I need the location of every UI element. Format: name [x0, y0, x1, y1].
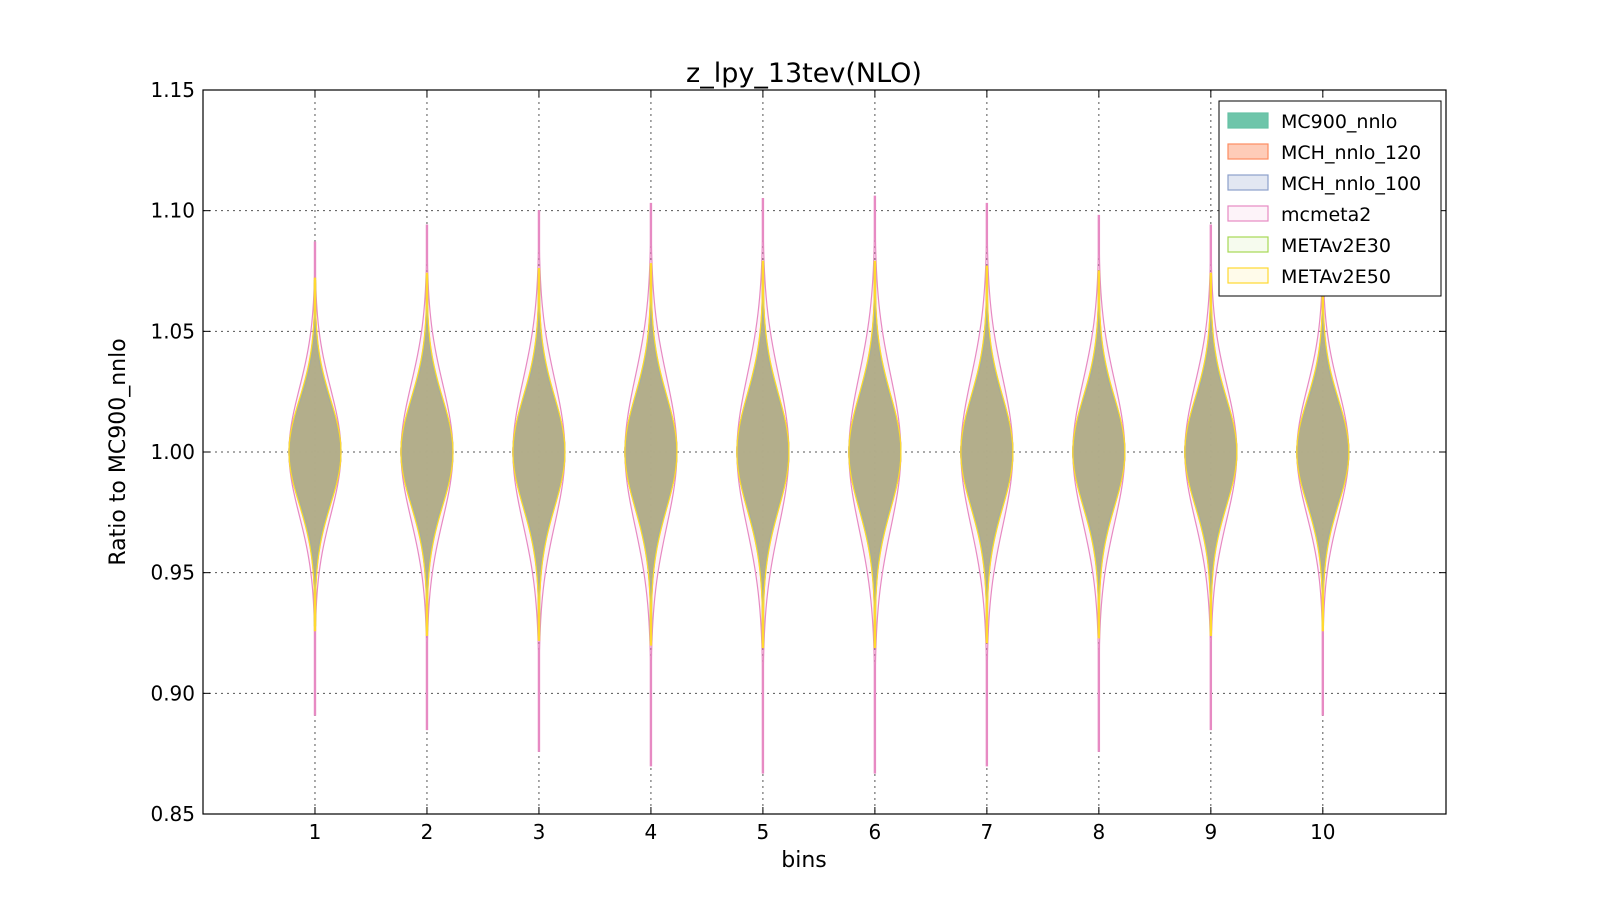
- x-tick-label: 5: [757, 820, 770, 844]
- y-tick-label: 1.10: [150, 199, 195, 223]
- violin-body: [848, 195, 902, 774]
- legend-swatch: [1227, 205, 1269, 222]
- x-tick-label: 8: [1092, 820, 1105, 844]
- violin-body: [848, 260, 902, 649]
- violin-body: [1072, 214, 1126, 752]
- violin-layer: [288, 195, 1350, 774]
- tick-layer: 0.85 0.90 0.95 1.00 1.05 1.10 1.15 1 2 3 4 5 6 7 8 9 10: [150, 78, 1446, 844]
- x-tick-label: 7: [981, 820, 994, 844]
- legend-label: mcmeta2: [1281, 204, 1371, 226]
- legend-swatch: [1227, 174, 1269, 191]
- series-mch-nnlo-100: [288, 270, 1350, 634]
- violin-body: [960, 265, 1014, 644]
- y-tick-label: 1.00: [150, 440, 195, 464]
- violin-body: [288, 241, 342, 716]
- x-tick-label: 10: [1310, 820, 1335, 844]
- y-tick-label: 0.85: [150, 802, 195, 826]
- violin-body: [512, 210, 566, 752]
- violin-body: [400, 224, 454, 731]
- legend-swatch: [1227, 143, 1269, 160]
- legend-swatch: [1227, 112, 1269, 129]
- y-tick-label: 0.90: [150, 681, 195, 705]
- y-tick-label: 0.95: [150, 561, 195, 585]
- y-tick-label: 1.05: [150, 319, 195, 343]
- violin-body: [1184, 272, 1238, 637]
- x-tick-label: 3: [533, 820, 546, 844]
- violin-body: [736, 260, 790, 649]
- legend-box: [1218, 100, 1442, 297]
- violin-body: [624, 202, 678, 767]
- legend-label: METAv2E30: [1281, 235, 1391, 257]
- chart-title: z_lpy_13tev(NLO): [686, 58, 922, 89]
- series-mcmeta2: [288, 195, 1350, 774]
- violin-body: [288, 277, 342, 632]
- violin-body: [960, 202, 1014, 767]
- x-tick-label: 4: [645, 820, 658, 844]
- legend-label: MCH_nnlo_100: [1281, 173, 1421, 195]
- violin-body: [1072, 270, 1126, 639]
- x-tick-label: 2: [421, 820, 434, 844]
- y-tick-label: 1.15: [150, 78, 195, 102]
- legend-swatch: [1227, 236, 1269, 253]
- legend-label: MC900_nnlo: [1281, 111, 1397, 133]
- violin-body: [1184, 224, 1238, 731]
- x-tick-label: 1: [309, 820, 322, 844]
- x-axis-title: bins: [781, 848, 826, 873]
- legend: MC900_nnlo MCH_nnlo_120 MCH_nnlo_100mcmeta…: [1218, 100, 1442, 297]
- violin-body: [736, 198, 790, 774]
- x-tick-label: 9: [1204, 820, 1217, 844]
- violin-body: [512, 267, 566, 641]
- legend-label: MCH_nnlo_120: [1281, 142, 1421, 164]
- legend-swatch: [1227, 267, 1269, 284]
- x-tick-label: 6: [869, 820, 882, 844]
- violin-body: [624, 263, 678, 646]
- violin-body: [400, 272, 454, 637]
- legend-label: METAv2E50: [1281, 266, 1391, 288]
- series-metav2e50: [288, 260, 1350, 649]
- y-axis-title: Ratio to MC900_nnlo: [106, 338, 131, 565]
